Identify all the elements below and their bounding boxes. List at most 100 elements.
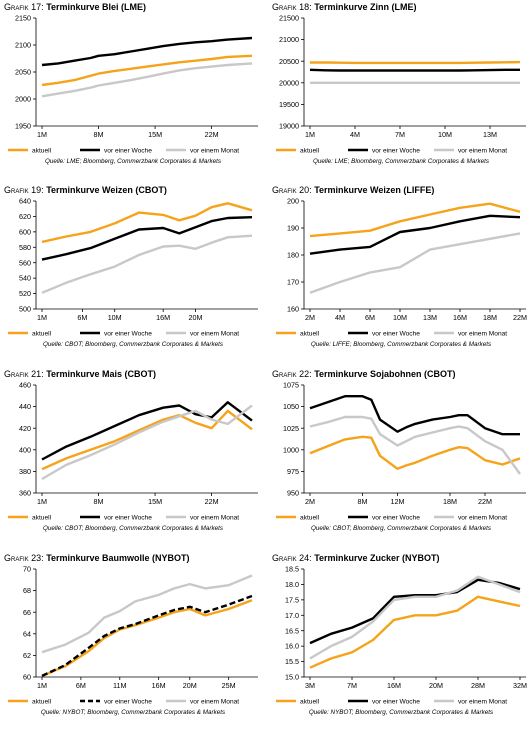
x-tick-label: 20M [183,681,197,690]
series-line-vor-einer-woche [41,401,253,461]
chart-source: Quelle: NYBOT; Bloomberg, Commerzbank Co… [40,709,226,716]
series-line-aktuell [309,595,521,669]
chart-title: Grafik 24: Terminkurve Zucker (NYBOT) [272,553,440,563]
y-tick-label: 64 [23,629,31,638]
chart-title-text: Terminkurve Mais (CBOT) [46,369,157,379]
x-tick-label: 8M [94,130,104,139]
series-line-vor-einer-woche [41,216,253,261]
chart-title: Grafik 21: Terminkurve Mais (CBOT) [4,369,156,379]
y-tick-label: 500 [19,305,31,314]
y-tick-label: 160 [287,305,299,314]
chart-number: Grafik 17: [4,2,47,12]
chart-title-text: Terminkurve Blei (LME) [46,2,147,12]
x-tick-label: 32M [513,681,527,690]
x-tick-label: 2M [305,497,315,506]
legend-label-vor-einem-monat: vor einem Monat [458,148,507,155]
x-tick-label: 3M [305,681,315,690]
series-line-aktuell [309,202,521,238]
y-tick-label: 1000 [283,445,299,454]
y-tick-label: 62 [23,651,31,660]
y-tick-label: 360 [19,489,31,498]
series-line-vor-einem-monat [309,415,521,475]
legend-label-aktuell: aktuell [32,331,52,338]
series-line-vor-einer-woche [309,395,520,436]
y-tick-label: 170 [287,278,299,287]
series-line-vor-einer-woche [309,68,520,72]
x-tick-label: 16M [387,681,401,690]
series-line-vor-einem-monat [309,232,521,294]
y-tick-label: 640 [19,197,31,206]
chart-title: Grafik 23: Terminkurve Baumwolle (NYBOT) [4,553,190,563]
legend-label-vor-einer-woche: vor einer Woche [104,148,152,155]
series-line-vor-einem-monat [41,62,253,98]
chart-svg: 15.0 15.5 16.0 16.5 17.0 17.5 18.0 18.5 3M 7M 16M 2… [276,565,527,706]
x-tick-label: 4M [335,313,345,322]
chart-source: Quelle: CBOT; Bloomberg, Commerzbank Cor… [42,341,224,348]
x-tick-label: 11M [113,681,126,690]
chart-panel-4: Grafik 20: Terminkurve Weizen (LIFFE) 160… [270,185,532,361]
x-tick-label: 16M [152,681,166,690]
x-tick-label: 20M [188,313,202,322]
x-tick-label: 8M [358,497,368,506]
y-tick-label: 560 [19,258,31,267]
y-tick-label: 1950 [15,122,31,131]
x-tick-label: 6M [76,681,86,690]
y-tick-label: 460 [19,381,31,390]
chart-panel-8: Grafik 24: Terminkurve Zucker (NYBOT) 15.… [270,553,532,729]
legend-label-vor-einer-woche: vor einer Woche [372,699,420,706]
x-tick-label: 6M [365,313,375,322]
y-tick-label: 540 [19,274,31,283]
chart-title: Grafik 20: Terminkurve Weizen (LIFFE) [272,185,434,195]
chart-number: Grafik 18: [272,2,315,12]
chart-svg: 950 975 1000 1025 1050 1075 2M 8M 12M 18M 22M aktue… [276,381,526,522]
x-tick-label: 1M [37,130,47,139]
legend-label-aktuell: aktuell [300,148,320,155]
legend-label-vor-einer-woche: vor einer Woche [104,331,152,338]
series-line-vor-einem-monat [41,404,253,481]
series-line-aktuell [310,60,521,65]
chart-title: Grafik 22: Terminkurve Sojabohnen (CBOT) [272,369,456,379]
chart-source: Quelle: NYBOT; Bloomberg, Commerzbank Co… [308,709,494,716]
legend-label-vor-einer-woche: vor einer Woche [372,331,420,338]
y-tick-label: 180 [287,251,299,260]
chart-number: Grafik 19: [4,185,47,195]
legend-label-aktuell: aktuell [32,699,52,706]
chart-title: Grafik 18: Terminkurve Zinn (LME) [272,2,417,12]
x-tick-label: 12M [391,497,405,506]
x-tick-label: 13M [423,313,437,322]
y-tick-label: 380 [19,467,31,476]
series-line-aktuell [41,599,253,678]
x-tick-label: 7M [347,681,357,690]
chart-title: Grafik 17: Terminkurve Blei (LME) [4,2,146,12]
y-tick-label: 16.5 [285,626,299,635]
chart-panel-2: Grafik 18: Terminkurve Zinn (LME) 19000 19… [270,2,532,178]
chart-svg: 60 62 64 66 68 70 1M 6M 11M 16M 20M 25M aktuell vor e… [8,565,258,706]
series-line-vor-einem-monat [41,234,253,294]
y-tick-label: 190 [287,224,299,233]
y-tick-label: 2100 [15,41,31,50]
chart-source: Quelle: CBOT; Bloomberg, Commerzbank Cor… [310,525,492,532]
x-tick-label: 22M [478,497,492,506]
series-line-aktuell [41,409,253,471]
series-line-aktuell [41,54,253,87]
x-tick-label: 20M [429,681,443,690]
x-tick-label: 8M [94,497,104,506]
y-tick-label: 400 [19,445,31,454]
x-tick-label: 1M [37,681,47,690]
y-tick-label: 975 [287,467,299,476]
y-tick-label: 15.5 [285,657,299,666]
y-tick-label: 21500 [279,14,299,23]
y-tick-label: 950 [287,489,299,498]
x-tick-label: 28M [471,681,485,690]
series-line-aktuell [309,435,521,471]
legend-label-aktuell: aktuell [300,699,320,706]
y-tick-label: 17.0 [285,611,299,620]
y-tick-label: 2000 [15,95,31,104]
legend-label-aktuell: aktuell [300,515,320,522]
y-tick-label: 19000 [279,122,299,131]
y-tick-label: 66 [23,608,31,617]
chart-number: Grafik 23: [4,553,47,563]
legend-label-vor-einem-monat: vor einem Monat [190,699,239,706]
y-tick-label: 620 [19,212,31,221]
y-tick-label: 580 [19,243,31,252]
